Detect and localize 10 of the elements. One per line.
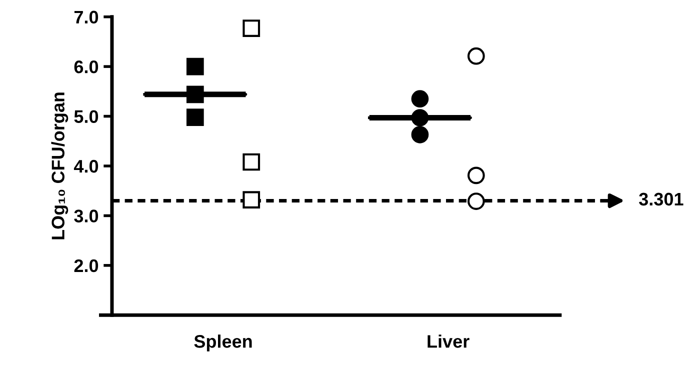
y-tick-label: 6.0 [74,60,98,74]
x-tick-label: Spleen [194,334,252,352]
y-tick-label: 7.0 [74,10,98,24]
ref-line-label: 3.301 [639,192,684,206]
x-tick-label: Liver [428,334,470,348]
y-tick-label: 5.0 [74,110,98,123]
y-tick-label: 4.0 [74,160,98,173]
y-tick-label: 3.0 [74,210,98,222]
y-tick-label: 2.0 [74,259,98,272]
y-axis-title: LOg₁₀ CFU/organ [51,92,68,240]
